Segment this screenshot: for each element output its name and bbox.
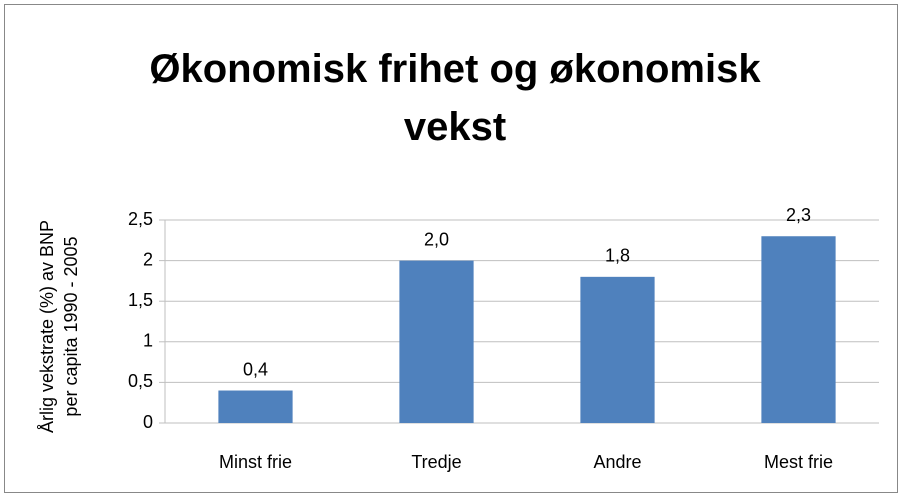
value-label: 2,0	[424, 229, 449, 249]
value-label: 0,4	[243, 359, 268, 379]
y-axis-label: per capita 1990 - 2005	[61, 236, 81, 416]
y-tick-label: 2	[143, 249, 153, 269]
y-tick-label: 1,5	[128, 290, 153, 310]
x-tick-label: Minst frie	[219, 452, 292, 472]
value-label: 2,3	[786, 205, 811, 225]
y-tick-label: 0,5	[128, 371, 153, 391]
bar	[761, 236, 836, 423]
x-tick-label: Mest frie	[764, 452, 833, 472]
bar	[399, 260, 474, 423]
y-tick-label: 2,5	[128, 209, 153, 229]
bar	[580, 276, 655, 423]
y-axis-label: Årlig vekstrate (%) av BNP	[37, 220, 57, 433]
value-label: 1,8	[605, 246, 630, 266]
x-tick-label: Tredje	[411, 452, 461, 472]
bar	[218, 390, 293, 423]
x-tick-label: Andre	[593, 452, 641, 472]
y-tick-label: 1	[143, 331, 153, 351]
y-tick-label: 0	[143, 412, 153, 432]
chart-title: Økonomisk frihet og økonomisk vekst	[149, 47, 761, 149]
